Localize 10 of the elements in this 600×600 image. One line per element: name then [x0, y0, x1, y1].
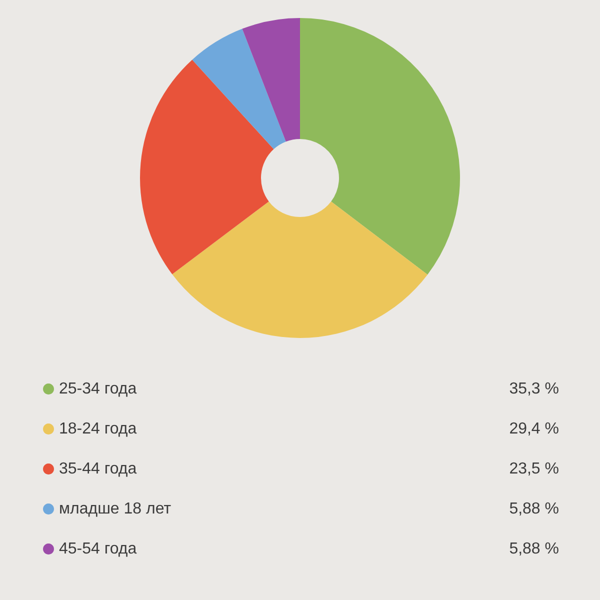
data-label: 5,88 %	[509, 500, 559, 518]
data-label: 23,5 %	[509, 460, 559, 478]
data-label: 5,88 %	[509, 540, 559, 558]
legend-label: младше 18 лет	[59, 500, 172, 518]
legend-label: 45-54 года	[59, 540, 137, 558]
data-label: 29,4 %	[509, 420, 559, 438]
legend-label: 25-34 года	[59, 380, 137, 398]
data-label: 35,3 %	[509, 380, 559, 398]
legend-label: 35-44 года	[59, 460, 137, 478]
legend-label: 18-24 года	[59, 420, 137, 438]
